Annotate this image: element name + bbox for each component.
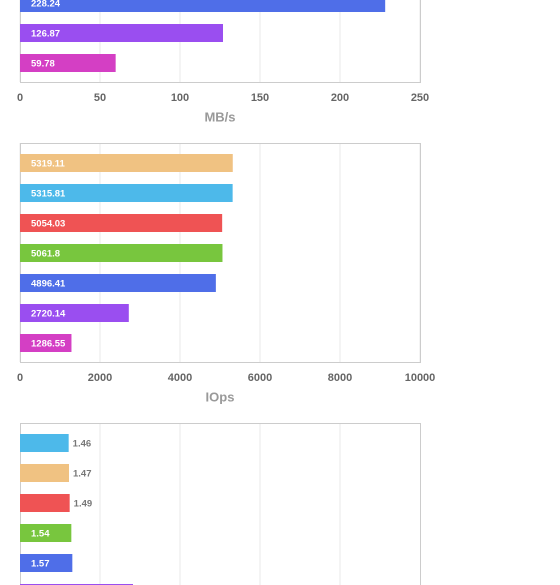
x-tick-label: 200 (331, 92, 349, 104)
bar-label: 5319.11 (31, 159, 66, 170)
bar-label: 1.47 (73, 469, 92, 480)
bar-label: 5315.81 (31, 189, 66, 200)
x-axis-title: IOps (206, 389, 235, 404)
x-tick-label: 250 (411, 92, 429, 104)
bar-label: 1.46 (73, 439, 92, 450)
bar (20, 0, 386, 12)
bar (20, 304, 129, 322)
bar-label: 1.57 (31, 559, 50, 570)
x-tick-label: 10000 (405, 372, 436, 384)
bar-label: 1.49 (74, 499, 93, 510)
bar-label: 2720.14 (31, 309, 66, 320)
x-tick-label: 6000 (248, 372, 272, 384)
bar (20, 214, 223, 232)
bar-label: 4896.41 (31, 279, 66, 290)
bar (20, 274, 216, 292)
bar (20, 334, 72, 352)
x-tick-label: 100 (171, 92, 189, 104)
bar (20, 54, 116, 72)
x-axis-title: MB/s (204, 109, 235, 124)
bar (20, 524, 72, 542)
bar (20, 154, 233, 172)
bar-label: 126.87 (31, 29, 60, 40)
x-tick-label: 2000 (88, 372, 112, 384)
bar-label: 59.78 (31, 59, 55, 70)
bar-label: 228.24 (31, 0, 61, 10)
x-tick-label: 50 (94, 92, 106, 104)
bar-label: 1.54 (31, 529, 50, 540)
x-tick-label: 4000 (168, 372, 192, 384)
plot-frame (20, 423, 421, 585)
bar-label: 5061.8 (31, 249, 60, 260)
x-tick-label: 8000 (328, 372, 352, 384)
bar (20, 184, 233, 202)
bar (20, 244, 223, 262)
bar (20, 464, 69, 482)
bar (20, 434, 69, 452)
bar (20, 24, 223, 42)
bar (20, 554, 73, 572)
x-tick-label: 150 (251, 92, 269, 104)
bar-label: 1286.55 (31, 339, 66, 350)
x-tick-label: 0 (17, 372, 23, 384)
x-tick-label: 0 (17, 92, 23, 104)
bar-label: 5054.03 (31, 219, 65, 230)
bar (20, 494, 70, 512)
